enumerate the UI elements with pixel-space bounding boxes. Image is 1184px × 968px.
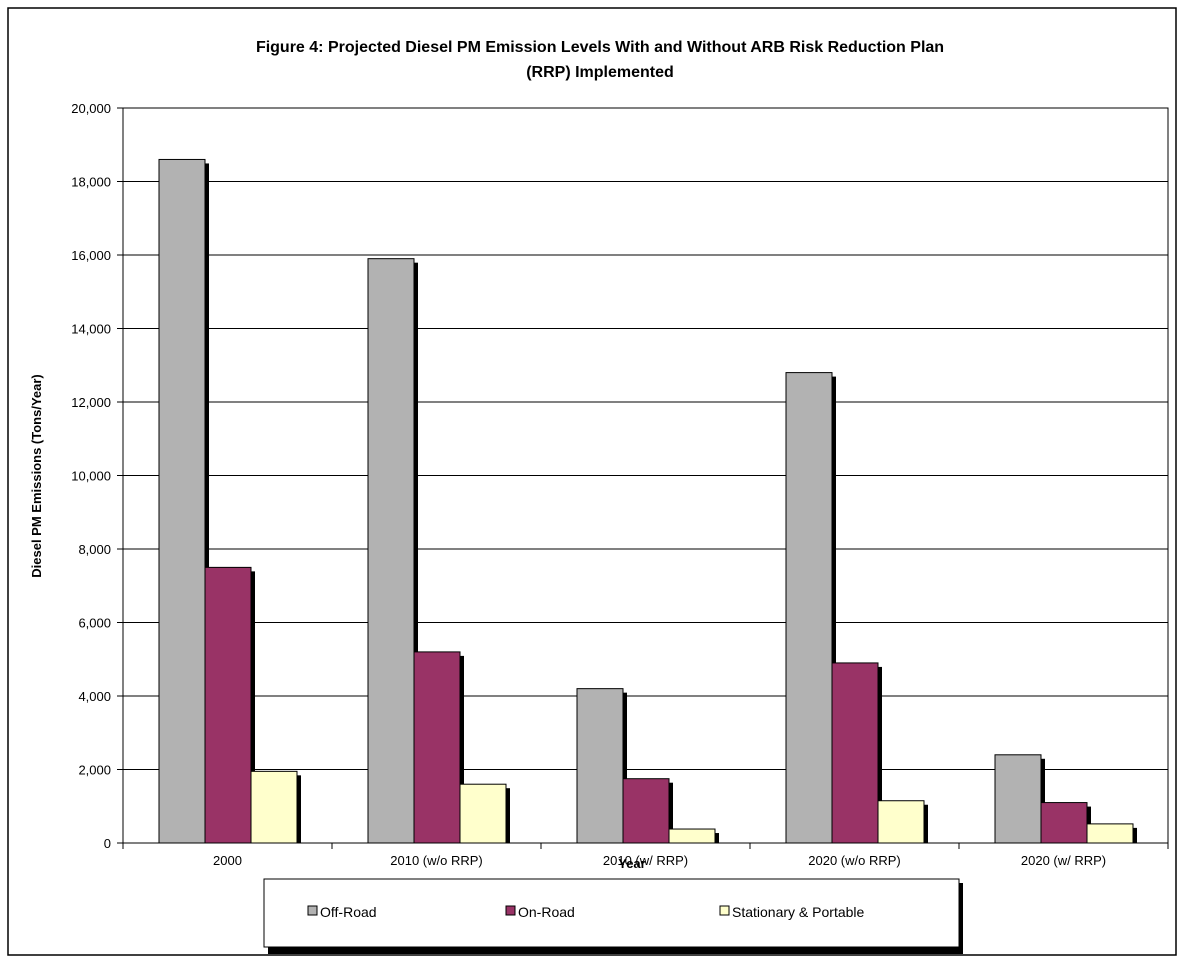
x-axis-title: Year — [618, 856, 645, 871]
bar — [204, 566, 252, 844]
y-tick-label: 12,000 — [71, 395, 111, 410]
legend-label: Stationary & Portable — [732, 904, 865, 920]
bar — [413, 651, 461, 844]
bar — [668, 828, 716, 844]
y-axis-ticks: 0 2,000 4,000 6,000 8,000 10,000 12,000 14,000 1… — [71, 101, 123, 851]
chart-title-line2: (RRP) Implemented — [526, 64, 674, 81]
legend-swatch — [307, 905, 318, 916]
y-tick-label: 16,000 — [71, 248, 111, 263]
y-tick-label: 10,000 — [71, 469, 111, 484]
y-axis-title: Diesel PM Emissions (Tons/Year) — [29, 374, 44, 578]
bar — [831, 662, 879, 844]
bar — [250, 770, 298, 844]
bar — [158, 158, 206, 844]
y-tick-label: 6,000 — [78, 616, 111, 631]
bar — [877, 800, 925, 844]
y-tick-label: 0 — [104, 836, 111, 851]
y-tick-label: 14,000 — [71, 322, 111, 337]
x-tick-label: 2010 (w/ RRP) — [603, 853, 688, 868]
x-tick-label: 2020 (w/o RRP) — [808, 853, 900, 868]
bar — [1086, 823, 1134, 844]
y-tick-label: 4,000 — [78, 689, 111, 704]
legend-box — [263, 878, 960, 948]
bar — [459, 783, 507, 844]
x-tick-label: 2010 (w/o RRP) — [390, 853, 482, 868]
bars — [158, 158, 1137, 844]
y-tick-label: 18,000 — [71, 175, 111, 190]
bar — [367, 258, 415, 844]
legend-label: On-Road — [518, 904, 575, 920]
bar — [622, 778, 670, 844]
legend: Off-Road On-Road Stationary & Portable — [263, 878, 963, 954]
bar — [994, 754, 1042, 844]
bar — [1040, 802, 1088, 844]
x-axis-ticks: 2000 2010 (w/o RRP) 2010 (w/ RRP) 2020 (w/o… — [122, 843, 1169, 868]
x-tick-label: 2000 — [213, 853, 242, 868]
legend-label: Off-Road — [320, 904, 377, 920]
y-tick-label: 2,000 — [78, 763, 111, 778]
chart-title-line1: Figure 4: Projected Diesel PM Emission L… — [256, 39, 944, 56]
legend-swatch — [719, 905, 730, 916]
y-tick-label: 8,000 — [78, 542, 111, 557]
bar — [576, 688, 624, 844]
y-tick-label: 20,000 — [71, 101, 111, 116]
gridlines — [123, 181, 1168, 770]
bar — [785, 372, 833, 844]
x-tick-label: 2020 (w/ RRP) — [1021, 853, 1106, 868]
legend-swatch — [505, 905, 516, 916]
